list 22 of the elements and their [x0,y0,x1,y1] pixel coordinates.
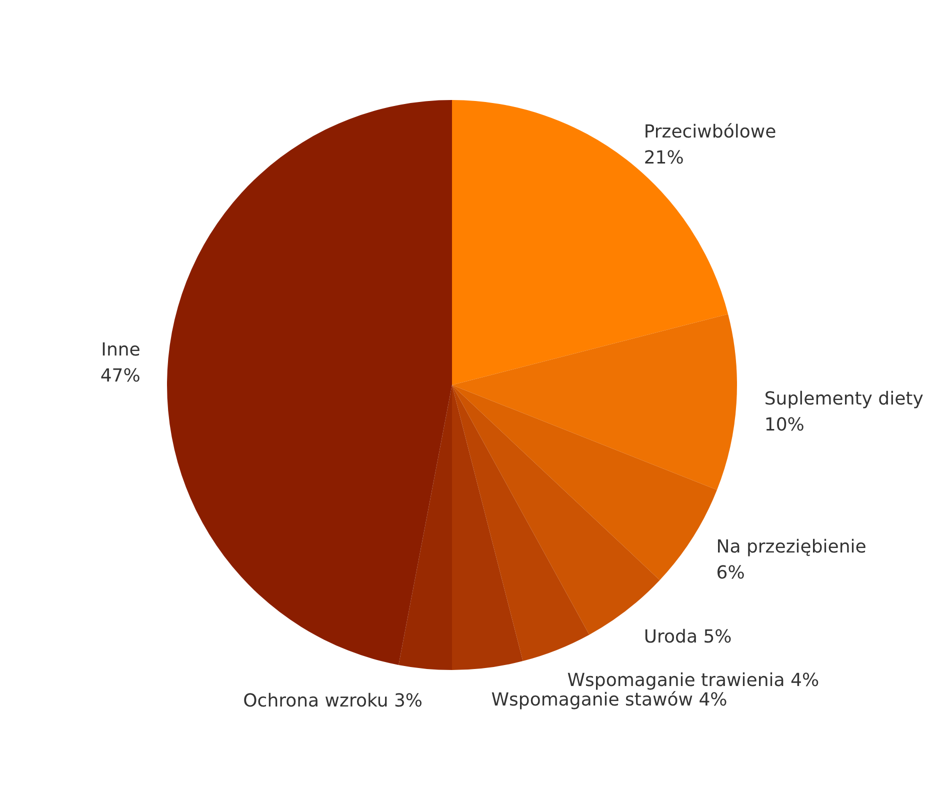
pie-slice [452,385,717,580]
data-label: 47% [100,366,140,387]
data-label: 10% [764,414,804,436]
data-label: 4% [790,670,820,692]
data-label: 5% [703,626,732,648]
slice-label: Na przeziębienie [716,536,866,558]
slice-label: Przeciwbólowe [644,122,776,143]
pie-slice [452,314,737,490]
pie-slice [452,385,590,662]
slice-label: Wspomaganie stawów [491,690,693,711]
slice-label: Inne [101,340,140,361]
slice-label: Suplementy diety [764,388,924,410]
slice-label: Wspomaganie trawienia [567,670,785,692]
slice-label: Ochrona wzroku [243,690,388,712]
pie-slice [167,100,452,665]
data-label: 4% [698,690,728,711]
data-label: 3% [394,690,423,712]
pie-slice [452,385,523,670]
slice-label: Uroda [644,626,698,648]
pie-slice [398,385,452,670]
data-label: 6% [716,562,745,584]
data-label: 21% [644,148,684,169]
